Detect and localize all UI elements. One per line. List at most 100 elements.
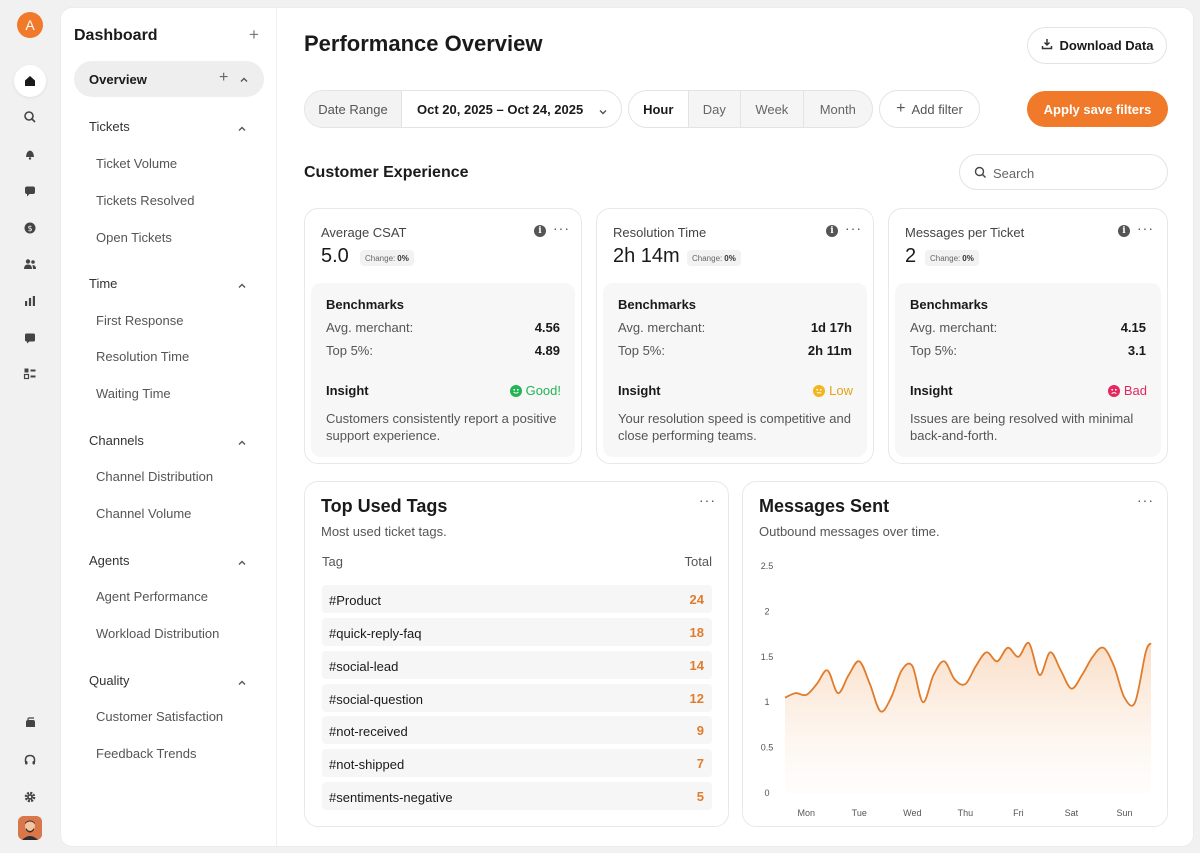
more-icon[interactable]: ··· <box>553 220 570 236</box>
tag-name: #not-shipped <box>329 757 405 772</box>
tag-name: #social-lead <box>329 659 399 674</box>
stack-icon[interactable] <box>14 707 46 739</box>
benchmarks-heading: Benchmarks <box>326 297 405 312</box>
tag-total: 12 <box>689 691 704 706</box>
home-icon[interactable] <box>14 65 46 97</box>
table-row[interactable]: #not-received 9 <box>322 716 712 744</box>
chart-area <box>785 642 1151 793</box>
date-range-picker[interactable]: Date Range Oct 20, 2025 – Oct 24, 2025 <box>304 90 622 128</box>
more-icon[interactable]: ··· <box>1137 220 1154 236</box>
bell-icon[interactable] <box>14 138 46 170</box>
sidebar-item-first-response[interactable]: First Response <box>96 313 184 328</box>
sidebar-item-tickets-resolved[interactable]: Tickets Resolved <box>96 193 195 208</box>
sidebar-item-feedback-trends[interactable]: Feedback Trends <box>96 746 197 761</box>
sidebar-item-resolution-time[interactable]: Resolution Time <box>96 349 190 364</box>
sidebar-item-customer-satisfaction[interactable]: Customer Satisfaction <box>96 709 224 724</box>
sidebar-section-quality[interactable]: Quality <box>89 673 130 688</box>
bar-chart-icon[interactable] <box>14 285 46 317</box>
download-data-button[interactable]: Download Data <box>1027 27 1167 64</box>
icon-rail: A $ <box>0 0 60 853</box>
add-filter-button[interactable]: + Add filter <box>879 90 980 128</box>
sidebar-section-time[interactable]: Time <box>89 276 118 291</box>
headset-icon[interactable] <box>14 744 46 776</box>
info-icon[interactable]: i <box>534 225 546 237</box>
info-icon[interactable]: i <box>826 225 838 237</box>
table-row[interactable]: #sentiments-negative 5 <box>322 782 712 810</box>
chevron-up-icon[interactable] <box>239 72 249 90</box>
y-tick-label: 1 <box>764 697 769 707</box>
date-range-value[interactable]: Oct 20, 2025 – Oct 24, 2025 <box>417 102 584 117</box>
sidebar-item-channel-volume[interactable]: Channel Volume <box>96 506 192 521</box>
granularity-week[interactable]: Week <box>741 91 804 127</box>
benchmarks-panel: Benchmarks Avg. merchant: 4.15 Top 5%: 3… <box>895 283 1161 457</box>
page-title: Performance Overview <box>304 31 543 56</box>
more-icon[interactable]: ··· <box>699 492 716 508</box>
sidebar-item-channel-distribution[interactable]: Channel Distribution <box>96 469 214 484</box>
tag-name: #Product <box>329 593 382 608</box>
chat-icon[interactable] <box>14 175 46 207</box>
user-avatar[interactable] <box>18 816 42 840</box>
sidebar-section-channels[interactable]: Channels <box>89 433 144 448</box>
sidebar-item-label: Overview <box>89 72 147 87</box>
metric-card-csat: Average CSAT i ··· 5.0 Change: 0% Benchma… <box>304 208 582 464</box>
card-subtitle: Outbound messages over time. <box>759 524 940 539</box>
sidebar-item-waiting-time[interactable]: Waiting Time <box>96 386 171 401</box>
sidebar-item-open-tickets[interactable]: Open Tickets <box>96 230 172 245</box>
sidebar-section-tickets[interactable]: Tickets <box>89 119 130 134</box>
search-icon[interactable] <box>14 101 46 133</box>
card-subtitle: Most used ticket tags. <box>321 524 447 539</box>
plus-icon[interactable]: + <box>219 69 229 86</box>
table-row[interactable]: #quick-reply-faq 18 <box>322 618 712 646</box>
search-input[interactable]: Search <box>993 166 1035 181</box>
search-box[interactable]: Search <box>959 154 1168 190</box>
tag-name: #sentiments-negative <box>329 790 453 805</box>
benchmark-label: Avg. merchant: <box>910 320 998 335</box>
change-badge: Change: 0% <box>925 250 979 266</box>
sidebar-item-agent-performance[interactable]: Agent Performance <box>96 589 209 604</box>
chevron-down-icon[interactable] <box>598 104 608 122</box>
message-icon[interactable] <box>14 322 46 354</box>
granularity-hour[interactable]: Hour <box>629 91 689 127</box>
messages-sent-card: Messages Sent Outbound messages over tim… <box>742 481 1168 827</box>
chevron-up-icon[interactable] <box>237 278 247 296</box>
table-row[interactable]: #social-question 12 <box>322 684 712 712</box>
change-value: 0% <box>397 253 409 263</box>
chevron-up-icon[interactable] <box>237 675 247 693</box>
chevron-up-icon[interactable] <box>237 121 247 139</box>
sidebar-item-overview[interactable]: Overview + <box>74 61 264 97</box>
metric-card-resolution-time: Resolution Time i ··· 2h 14m Change: 0% B… <box>596 208 874 464</box>
layout-icon[interactable] <box>14 358 46 390</box>
table-row[interactable]: #Product 24 <box>322 585 712 613</box>
benchmark-value: 4.89 <box>534 343 560 358</box>
granularity-month[interactable]: Month <box>819 101 856 117</box>
info-icon[interactable]: i <box>1118 225 1130 237</box>
sidebar-section-agents[interactable]: Agents <box>89 553 130 568</box>
download-data-label: Download Data <box>1059 38 1154 53</box>
tag-total: 14 <box>689 658 704 673</box>
more-icon[interactable]: ··· <box>845 220 862 236</box>
section-title: Customer Experience <box>304 164 469 181</box>
workspace-logo[interactable]: A <box>17 12 43 38</box>
dollar-icon[interactable]: $ <box>14 212 46 244</box>
table-row[interactable]: #social-lead 14 <box>322 651 712 679</box>
messages-chart: 0 0.5 1 1.5 2 2.5 Mon Tue Wed Thu Fri Sat Sun <box>761 561 1152 818</box>
table-row[interactable]: #not-shipped 7 <box>322 749 712 777</box>
chevron-up-icon[interactable] <box>237 555 247 573</box>
status-badge: Low <box>813 383 853 398</box>
more-icon[interactable]: ··· <box>1137 492 1154 508</box>
insight-text: Issues are being resolved with minimal b… <box>910 411 1134 443</box>
chevron-up-icon[interactable] <box>237 435 247 453</box>
tag-name: #social-question <box>329 692 423 707</box>
sidebar-add-button[interactable]: + <box>249 25 259 44</box>
gear-icon[interactable] <box>14 781 46 813</box>
apply-save-filters-button[interactable]: Apply save filters <box>1027 91 1168 127</box>
benchmarks-heading: Benchmarks <box>618 297 697 312</box>
chart-line <box>784 641 1152 713</box>
benchmark-label: Avg. merchant: <box>618 320 706 335</box>
y-tick-label: 0 <box>764 788 769 798</box>
users-icon[interactable] <box>14 248 46 280</box>
granularity-day[interactable]: Day <box>689 91 742 127</box>
x-tick-label: Tue <box>852 808 867 818</box>
sidebar-item-workload-distribution[interactable]: Workload Distribution <box>96 626 220 641</box>
sidebar-item-ticket-volume[interactable]: Ticket Volume <box>96 156 178 171</box>
